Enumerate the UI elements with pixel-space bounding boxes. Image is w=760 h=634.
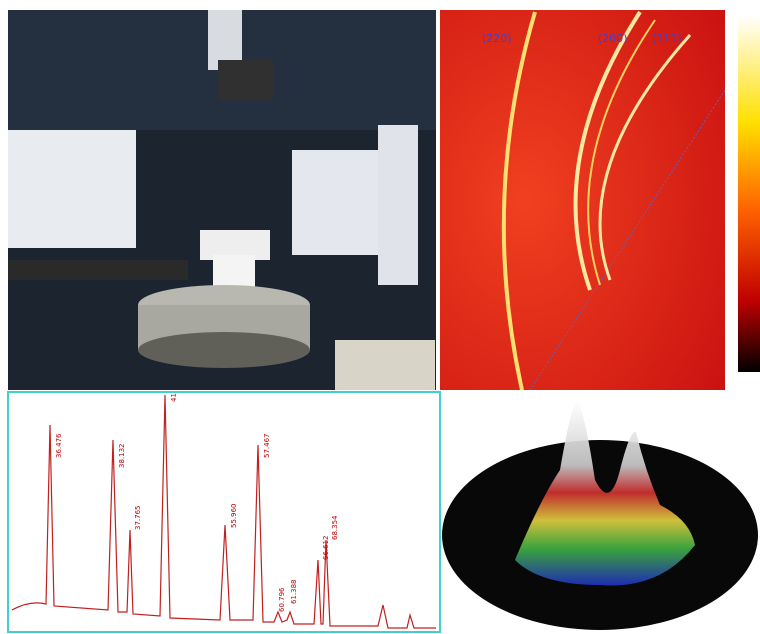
figure: (220) (200) (111) 36.476 38.132 37.765 4… (0, 0, 760, 634)
peak-label: 55.960 (230, 504, 238, 529)
diffraction-image: (220) (200) (111) (440, 10, 760, 390)
peak-label: 36.476 (55, 433, 63, 458)
peak-label: 68.354 (331, 515, 339, 540)
colorbar (738, 15, 760, 372)
instrument-photo (8, 10, 436, 390)
peak-label: 41 (170, 393, 178, 402)
peak-label: 61.388 (290, 580, 298, 605)
peak-label: 60.796 (278, 587, 286, 612)
peak-label: 57.467 (263, 434, 271, 459)
surface-plot (442, 400, 758, 630)
diffraction-label: (220) (482, 32, 512, 45)
peak-label: 66.612 (322, 536, 330, 561)
peak-label: 38.132 (118, 444, 126, 469)
peak-label: 37.765 (134, 506, 142, 531)
diffraction-label: (200) (598, 32, 628, 45)
diffraction-label: (111) (652, 32, 682, 45)
xrd-spectrum: 36.476 38.132 37.765 41 55.960 57.467 60… (8, 392, 440, 632)
